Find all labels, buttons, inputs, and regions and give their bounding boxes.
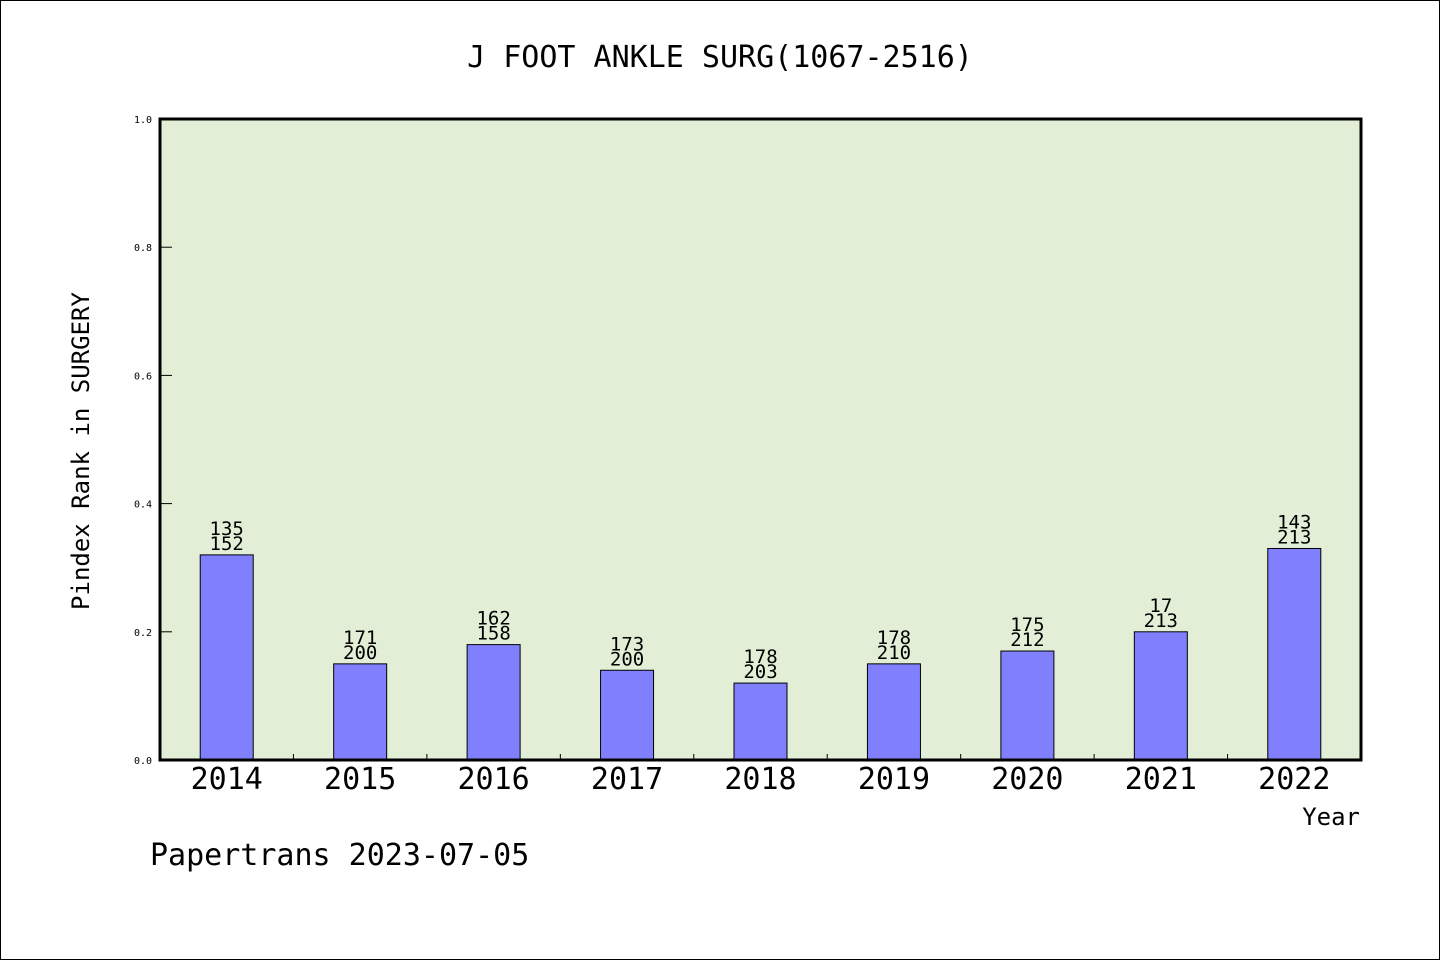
x-tick-label: 2022 — [1258, 762, 1330, 797]
x-tick-label: 2020 — [991, 762, 1063, 797]
bar-label-top: 171 — [343, 627, 377, 649]
x-axis-label: Year — [1302, 803, 1360, 831]
bar-label-bottom: 212 — [1010, 629, 1044, 651]
bar — [1133, 631, 1188, 761]
y-axis-label: Pindex Rank in SURGERY — [67, 292, 95, 610]
plot-border — [158, 117, 1363, 762]
x-axis: 2014 2015 2016 2017 2018 2019 2020 2021 2022 — [191, 754, 1330, 797]
x-tick-label: 2021 — [1125, 762, 1197, 797]
bar-label-bottom: 213 — [1144, 610, 1178, 632]
bar-label-top: 162 — [476, 608, 510, 630]
bar — [1000, 650, 1055, 761]
bar — [199, 554, 254, 761]
bar-label-bottom: 203 — [743, 661, 777, 683]
y-tick-label: 0.8 — [134, 243, 152, 254]
bar-label-bottom: 200 — [610, 648, 644, 670]
bar-label-top: 17 — [1149, 595, 1172, 617]
footer-credit: Papertrans 2023-07-05 — [150, 838, 529, 873]
bar-label-bottom: 152 — [210, 533, 244, 555]
x-tick-label: 2018 — [724, 762, 796, 797]
bar-label-top: 173 — [610, 633, 644, 655]
bar — [1267, 547, 1322, 761]
chart-title: J FOOT ANKLE SURG(1067-2516) — [467, 40, 973, 75]
bar — [733, 682, 788, 761]
x-tick-label: 2016 — [457, 762, 529, 797]
bar-label-bottom: 213 — [1277, 526, 1311, 548]
bar — [600, 669, 655, 761]
y-tick-label: 0.2 — [134, 628, 152, 639]
bar-label-top: 135 — [210, 518, 244, 540]
bar-label-top: 143 — [1277, 511, 1311, 533]
bar-label-bottom: 210 — [877, 642, 911, 664]
bar-label-top: 175 — [1010, 614, 1044, 636]
bar — [866, 663, 921, 761]
x-tick-label: 2017 — [591, 762, 663, 797]
bar-label-top: 178 — [877, 627, 911, 649]
bar-label-bottom: 200 — [343, 642, 377, 664]
x-tick-label: 2019 — [858, 762, 930, 797]
y-tick-label: 0.0 — [134, 756, 152, 767]
bar — [466, 644, 521, 761]
bar-label-bottom: 158 — [476, 623, 510, 645]
y-tick-label: 0.6 — [134, 371, 152, 382]
y-tick-label: 1.0 — [134, 115, 152, 126]
x-tick-label: 2014 — [191, 762, 263, 797]
bar — [333, 663, 388, 761]
x-tick-label: 2015 — [324, 762, 396, 797]
bar-label-top: 178 — [743, 646, 777, 668]
y-tick-label: 0.4 — [134, 500, 152, 511]
